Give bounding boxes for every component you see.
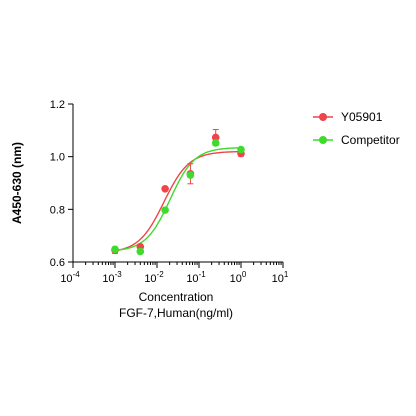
legend-item-y05901: Y05901 xyxy=(313,110,383,124)
x-tick-label: 10-2 xyxy=(144,270,164,285)
data-point-competitor xyxy=(161,206,169,214)
y-tick-label: 0.6 xyxy=(50,257,65,269)
x-tick-label: 101 xyxy=(272,270,289,285)
y-tick-label: 1.0 xyxy=(50,152,65,164)
data-point-competitor xyxy=(237,145,245,154)
x-axis-subtitle: FGF-7,Human(ng/ml) xyxy=(119,306,233,320)
data-point-y05901 xyxy=(161,184,169,193)
data-point-competitor xyxy=(111,245,119,254)
data-point-competitor xyxy=(136,247,145,256)
legend-item-competitor: Competitor xyxy=(313,133,400,147)
legend: Y05901 Competitor xyxy=(313,110,400,147)
x-axis-title: Concentration xyxy=(139,290,214,304)
fit-curve-y05901 xyxy=(114,150,242,252)
x-tick-label: 10-3 xyxy=(102,270,122,285)
data-point-competitor xyxy=(211,139,220,147)
fit-curve-competitor xyxy=(114,147,242,252)
data-point-y05901 xyxy=(211,133,220,142)
x-tick-label: 10-4 xyxy=(60,270,80,285)
data-point-competitor xyxy=(186,171,195,179)
y-axis-title: A450-630 (nm) xyxy=(10,142,24,224)
y-tick-label: 1.2 xyxy=(50,99,65,111)
x-tick-label: 100 xyxy=(230,270,247,285)
legend-marker-y05901 xyxy=(319,113,327,121)
y-tick-label: 0.8 xyxy=(50,204,65,216)
legend-label-competitor: Competitor xyxy=(341,133,400,147)
legend-marker-competitor xyxy=(319,136,327,144)
legend-label-y05901: Y05901 xyxy=(341,110,383,124)
x-tick-label: 10-1 xyxy=(186,270,206,285)
